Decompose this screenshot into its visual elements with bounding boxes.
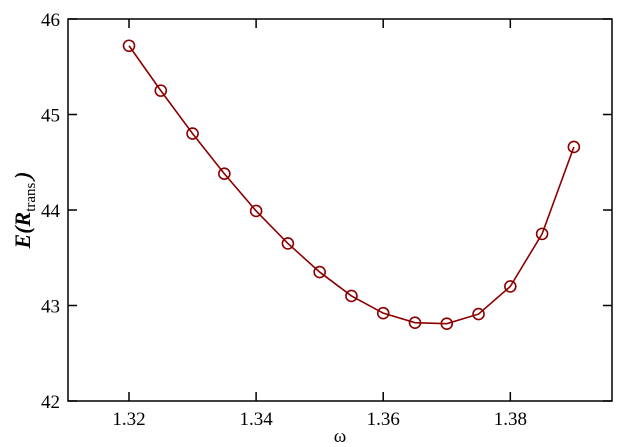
data-point <box>535 227 549 241</box>
plot-frame <box>67 18 613 402</box>
data-point <box>186 127 199 140</box>
y-label-sub: trans. <box>23 179 39 212</box>
data-point <box>249 204 263 218</box>
y-tick-label: 45 <box>41 106 60 127</box>
data-point <box>504 280 517 293</box>
x-tick-label: 1.38 <box>494 409 527 430</box>
data-point <box>154 84 168 97</box>
x-axis-label: ω <box>334 426 347 447</box>
y-tick-label: 42 <box>41 392 60 413</box>
data-point <box>281 237 295 250</box>
x-tick-label: 1.34 <box>239 409 273 430</box>
data-point <box>567 140 581 154</box>
data-point <box>345 289 358 303</box>
x-tick-label: 1.36 <box>367 409 400 430</box>
data-point <box>122 39 136 53</box>
data-point <box>408 316 422 329</box>
y-label-end: ) <box>10 172 35 181</box>
y-tick-label: 43 <box>41 297 60 318</box>
data-point <box>376 306 390 320</box>
y-axis-label: E(Rtrans.) <box>10 172 39 250</box>
y-label-main: E(R <box>10 212 35 250</box>
y-tick-label: 44 <box>41 201 61 222</box>
data-point <box>313 265 326 279</box>
x-tick-label: 1.32 <box>112 409 145 430</box>
data-line <box>128 45 575 325</box>
data-point <box>472 307 485 321</box>
y-tick-label: 46 <box>41 10 60 31</box>
data-point <box>440 317 454 330</box>
data-point <box>218 167 231 181</box>
